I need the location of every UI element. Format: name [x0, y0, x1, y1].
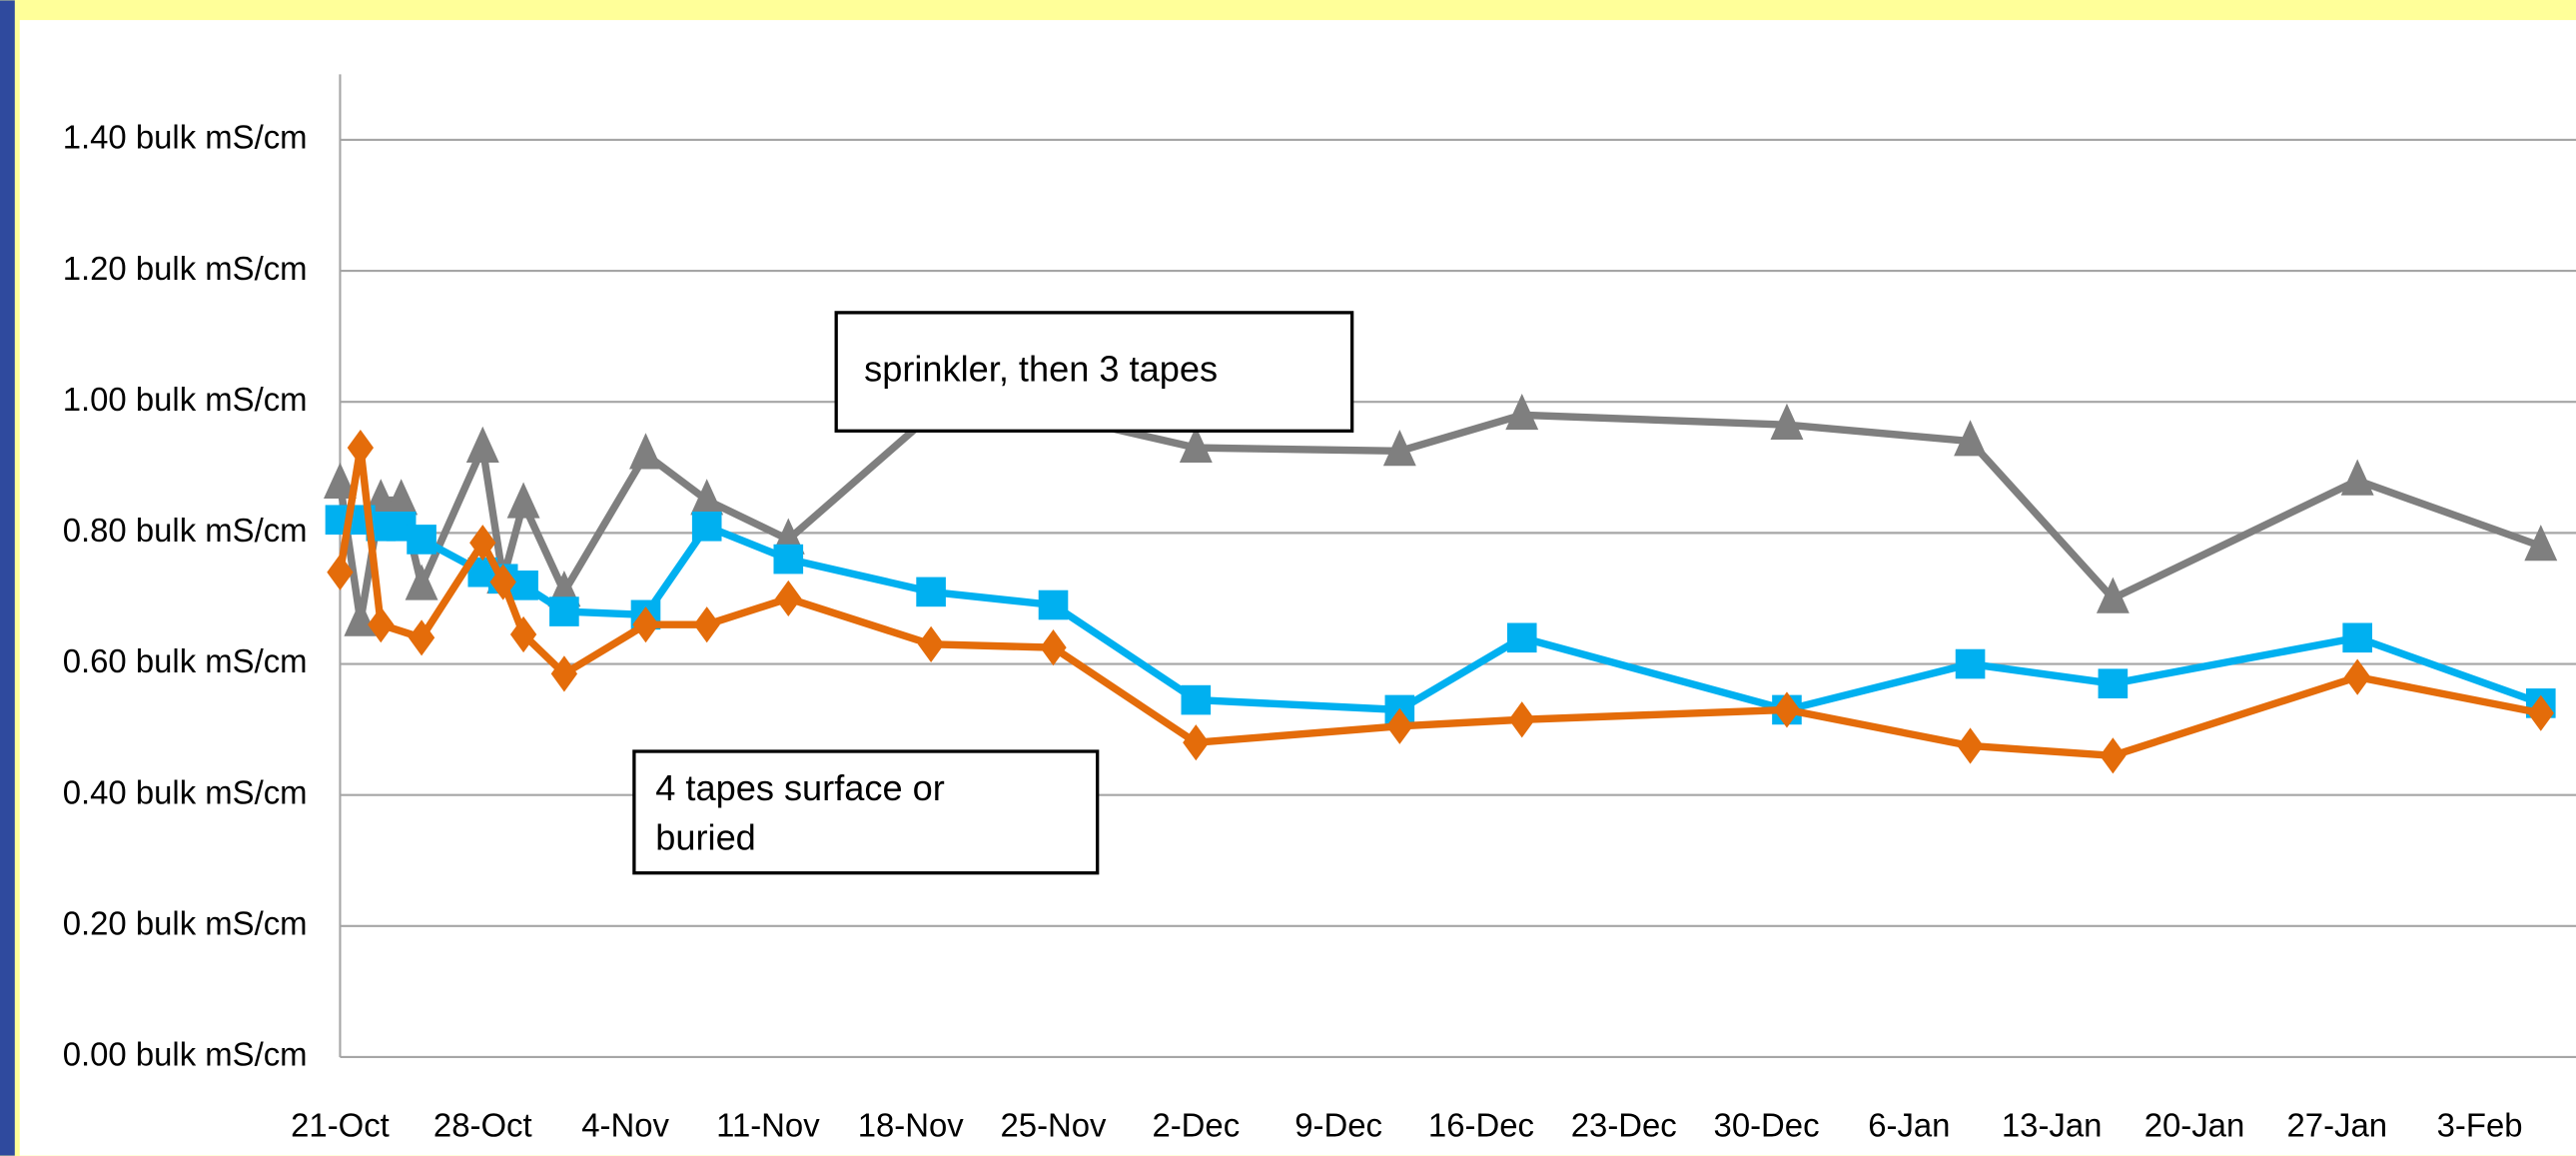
x-tick-label: 16-Dec	[1428, 1106, 1534, 1143]
marker	[2340, 459, 2374, 496]
marker	[344, 599, 378, 636]
marker	[385, 479, 419, 516]
marker	[775, 579, 802, 617]
marker	[1382, 430, 1416, 467]
marker	[1770, 403, 1804, 440]
y-tick-label: 0.40 bulk mS/cm	[63, 773, 308, 810]
marker	[629, 433, 662, 470]
marker	[2524, 525, 2558, 562]
marker	[2344, 658, 2371, 695]
marker	[1183, 724, 1210, 761]
y-tick-label: 0.80 bulk mS/cm	[63, 512, 308, 549]
marker	[1955, 648, 1986, 679]
series-layer	[324, 393, 2558, 774]
x-tick-label: 21-Oct	[291, 1106, 390, 1143]
marker	[2342, 622, 2372, 653]
marker	[916, 577, 946, 607]
y-tick-label: 1.20 bulk mS/cm	[63, 250, 308, 287]
marker	[690, 479, 724, 516]
x-tick-label: 4-Nov	[581, 1106, 669, 1143]
x-tick-label: 23-Dec	[1571, 1106, 1677, 1143]
marker	[1505, 393, 1539, 431]
marker	[506, 482, 540, 519]
x-tick-label: 9-Dec	[1294, 1106, 1382, 1143]
x-tick-label: 25-Nov	[1001, 1106, 1108, 1143]
y-tick-label: 1.00 bulk mS/cm	[63, 381, 308, 418]
frame-edge	[0, 0, 15, 1156]
marker	[1773, 691, 1801, 728]
marker	[550, 655, 578, 692]
y-tick-label: 0.00 bulk mS/cm	[63, 1036, 308, 1073]
annotation-box	[632, 749, 1100, 875]
plot-background	[19, 20, 2576, 1156]
y-tick-label: 0.20 bulk mS/cm	[63, 904, 308, 941]
marker	[1181, 684, 1212, 715]
annotation: buried	[655, 816, 756, 857]
marker	[347, 430, 375, 467]
marker	[2098, 668, 2129, 698]
marker	[324, 462, 357, 500]
marker	[469, 525, 496, 562]
marker	[1179, 426, 1213, 463]
annotation: 4 tapes surface or	[655, 767, 945, 808]
x-tick-label: 28-Oct	[433, 1106, 532, 1143]
x-tick-label: 27-Jan	[2287, 1106, 2388, 1143]
x-tick-label: 2-Dec	[1152, 1106, 1240, 1143]
x-tick-label: 6-Jan	[1868, 1106, 1950, 1143]
axes: 0.00 bulk mS/cm 0.20 bulk mS/cm 0.40 bulk …	[63, 74, 2523, 1143]
marker	[773, 544, 804, 575]
marker	[1957, 727, 1984, 764]
x-tick-label: 30-Dec	[1714, 1106, 1820, 1143]
y-tick-label: 0.60 bulk mS/cm	[63, 642, 308, 679]
annotation: sprinkler, then 3 tapes	[864, 349, 1218, 390]
annotation-layer: sprinkler, then 3 tapes 4 tapes surface …	[632, 311, 1354, 875]
y-tick-label: 1.40 bulk mS/cm	[63, 119, 308, 156]
marker	[1506, 622, 1537, 653]
x-tick-label: 11-Nov	[716, 1106, 820, 1143]
marker	[691, 512, 722, 542]
marker	[408, 619, 435, 656]
marker	[1954, 420, 1988, 457]
marker	[1038, 589, 1069, 620]
marker	[465, 426, 499, 463]
marker	[2527, 694, 2554, 731]
marker	[917, 625, 945, 662]
x-tick-label: 13-Jan	[2002, 1106, 2103, 1143]
x-tick-label: 3-Feb	[2437, 1106, 2523, 1143]
annotation-box	[834, 311, 1354, 433]
x-tick-label: 20-Jan	[2145, 1106, 2245, 1143]
marker	[1040, 629, 1067, 666]
marker	[327, 554, 354, 590]
marker	[549, 596, 579, 626]
x-tick-label: 18-Nov	[858, 1106, 965, 1143]
marker	[405, 564, 438, 600]
marker	[1508, 701, 1535, 738]
marker	[407, 525, 436, 555]
marker	[2096, 577, 2130, 613]
marker	[2100, 737, 2127, 774]
